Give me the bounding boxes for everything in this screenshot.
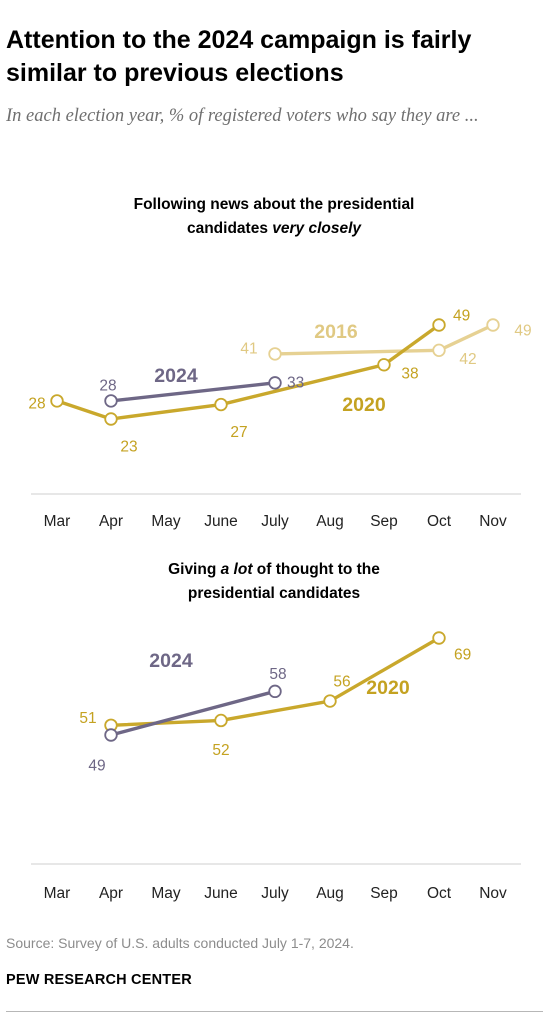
series-line-2024	[109, 381, 277, 403]
x-tick-label: Oct	[427, 513, 452, 530]
page-title: Attention to the 2024 campaign is fairly…	[6, 26, 472, 87]
x-tick-label: Oct	[427, 885, 452, 902]
data-label-2016: 42	[459, 351, 476, 368]
marker-2016	[432, 343, 446, 358]
x-tick-label: Apr	[99, 885, 123, 902]
series-label-2020: 2020	[342, 394, 386, 416]
data-label-2020: 56	[333, 674, 350, 691]
data-label-2024: 49	[88, 758, 105, 775]
series-label-2020: 2020	[366, 677, 410, 699]
x-tick-label: July	[261, 885, 289, 902]
x-tick-label: Nov	[479, 885, 507, 902]
series-markers	[104, 631, 446, 742]
data-label-2020: 28	[28, 395, 45, 412]
x-tick-label: June	[204, 513, 238, 530]
data-label-2020: 27	[230, 424, 247, 441]
data-label-2016: 41	[240, 340, 257, 357]
x-axis-ticks: Mar Apr May June July Aug Sep Oct Nov	[44, 885, 507, 902]
data-label-2020: 23	[120, 439, 137, 456]
series-line-2024	[109, 689, 277, 737]
x-tick-label: Nov	[479, 513, 507, 530]
marker-2020	[214, 397, 228, 412]
marker-2016	[268, 347, 282, 361]
brand-name: PEW RESEARCH CENTER	[6, 972, 192, 988]
series-lines	[55, 323, 495, 421]
x-tick-label: July	[261, 513, 289, 530]
marker-2024	[268, 376, 282, 390]
marker-2020	[50, 394, 64, 408]
footer-divider	[6, 1011, 543, 1012]
x-tick-label: Mar	[44, 513, 71, 530]
data-labels: 51 52 56 69 2020 49 58 2024	[79, 647, 471, 775]
x-tick-label: Mar	[44, 885, 71, 902]
x-tick-label: May	[151, 885, 181, 902]
source-note: Source: Survey of U.S. adults conducted …	[6, 935, 354, 951]
marker-2024	[104, 728, 118, 742]
data-label-2024: 33	[287, 374, 304, 391]
data-label-2024: 58	[269, 666, 286, 683]
data-label-2020: 69	[454, 647, 471, 664]
data-label-2016: 49	[514, 323, 531, 340]
page-subtitle: In each election year, % of registered v…	[6, 106, 479, 126]
marker-2020	[323, 694, 337, 708]
data-label-2020: 51	[79, 710, 96, 727]
x-tick-label: Aug	[316, 885, 344, 902]
x-tick-label: Aug	[316, 513, 344, 530]
marker-2020	[432, 318, 446, 332]
series-label-2024: 2024	[149, 650, 193, 672]
series-lines	[109, 636, 441, 737]
marker-2020	[214, 713, 228, 728]
chart-giving-thought: Giving a lot of thought to the president…	[31, 561, 521, 902]
marker-2024	[268, 684, 282, 699]
data-label-2020: 49	[453, 308, 470, 325]
series-line-2016	[273, 323, 495, 356]
marker-2024	[104, 394, 118, 408]
x-tick-label: June	[204, 885, 238, 902]
series-line-2020	[109, 636, 441, 728]
chart-title-line-2: candidates very closely	[187, 220, 362, 237]
chart-following-news: Following news about the presidential ca…	[28, 196, 531, 530]
chart-title-line-2: presidential candidates	[188, 585, 360, 602]
x-axis-ticks: Mar Apr May June July Aug Sep Oct Nov	[44, 513, 507, 530]
data-label-2020: 38	[401, 365, 418, 382]
data-label-2020: 52	[212, 742, 229, 759]
x-tick-label: Apr	[99, 513, 123, 530]
marker-2020	[377, 358, 391, 372]
x-tick-label: Sep	[370, 885, 398, 902]
x-tick-label: Sep	[370, 513, 398, 530]
series-markers	[50, 318, 500, 426]
data-labels: 41 42 49 2016 28 23 27 38 49 2020 28 33 2024	[28, 308, 531, 456]
data-label-2024: 28	[99, 377, 116, 394]
x-tick-label: May	[151, 513, 181, 530]
series-label-2016: 2016	[314, 321, 358, 343]
chart-title-line-1: Giving a lot of thought to the	[168, 561, 380, 578]
chart-title-line-1: Following news about the presidential	[134, 196, 415, 213]
marker-2016	[486, 318, 500, 332]
marker-2020	[432, 631, 446, 645]
marker-2020	[104, 412, 118, 426]
series-label-2024: 2024	[154, 365, 198, 387]
